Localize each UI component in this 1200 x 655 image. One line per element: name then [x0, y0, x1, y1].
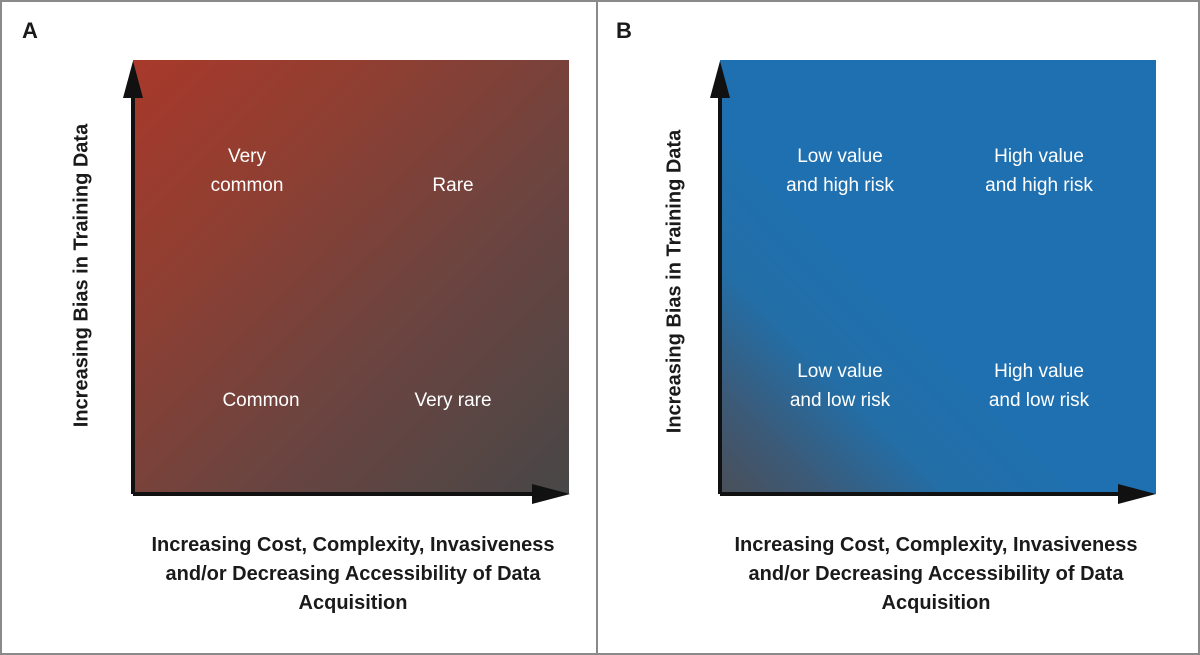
quadrant-label-line: Rare: [432, 175, 474, 196]
panel-b-quadrant-top-right: High value and high risk: [954, 142, 1124, 200]
quadrant-label-line: Very: [227, 146, 267, 167]
quadrant-label-line: and low risk: [789, 390, 891, 411]
panel-a: A Very common Rare Common Very rare Incr…: [0, 0, 596, 655]
panel-b-quadrant-bottom-right: High value and low risk: [954, 357, 1124, 415]
quadrant-label-line: common: [210, 175, 284, 196]
quadrant-label-line: and high risk: [786, 175, 894, 196]
panel-b-x-axis-label: Increasing Cost, Complexity, Invasivenes…: [701, 531, 1171, 618]
panel-a-quadrant-bottom-left: Common: [176, 386, 346, 415]
panel-b-y-axis-label: Increasing Bias in Training Data: [663, 129, 686, 434]
x-axis-label-line: Acquisition: [298, 592, 408, 614]
x-axis-arrowhead-icon: [532, 484, 570, 504]
panel-a-x-axis-label: Increasing Cost, Complexity, Invasivenes…: [118, 531, 588, 618]
x-axis-label-line: Increasing Cost, Complexity, Invasivenes…: [151, 534, 555, 556]
x-axis-label-line: Acquisition: [881, 592, 991, 614]
quadrant-label-line: High value: [994, 361, 1084, 382]
y-axis-arrowhead-icon: [123, 61, 143, 98]
quadrant-label-line: and high risk: [985, 175, 1093, 196]
x-axis-label-line: Increasing Cost, Complexity, Invasivenes…: [734, 534, 1138, 556]
panel-a-plot-area: Very common Rare Common Very rare: [133, 60, 569, 494]
panel-b-axes: [710, 61, 1156, 504]
panel-b-quadrant-top-left: Low value and high risk: [755, 142, 925, 200]
panel-a-letter: A: [22, 18, 38, 43]
panel-a-y-axis-label: Increasing Bias in Training Data: [70, 123, 93, 428]
panel-a-quadrant-bottom-right: Very rare: [368, 386, 538, 415]
x-axis-label-line: and/or Decreasing Accessibility of Data: [165, 563, 541, 585]
quadrant-label-line: High value: [994, 146, 1084, 167]
quadrant-label-line: Low value: [797, 361, 883, 382]
panel-b-letter: B: [616, 18, 632, 43]
panel-a-quadrant-top-right: Rare: [368, 171, 538, 200]
x-axis-arrowhead-icon: [1118, 484, 1156, 504]
panel-b: B Low value and high risk High value and…: [598, 0, 1200, 655]
quadrant-label-line: Low value: [797, 146, 883, 167]
quadrant-label-line: and low risk: [988, 390, 1090, 411]
quadrant-label-line: Very rare: [414, 390, 492, 411]
panel-divider: [596, 0, 598, 655]
panel-b-quadrant-bottom-left: Low value and low risk: [755, 357, 925, 415]
panel-a-axes: [123, 61, 570, 504]
panel-b-plot-area: Low value and high risk High value and h…: [720, 60, 1156, 494]
y-axis-arrowhead-icon: [710, 61, 730, 98]
x-axis-label-line: and/or Decreasing Accessibility of Data: [748, 563, 1124, 585]
panel-a-quadrant-top-left: Very common: [162, 142, 332, 200]
quadrant-label-line: Common: [222, 390, 300, 411]
